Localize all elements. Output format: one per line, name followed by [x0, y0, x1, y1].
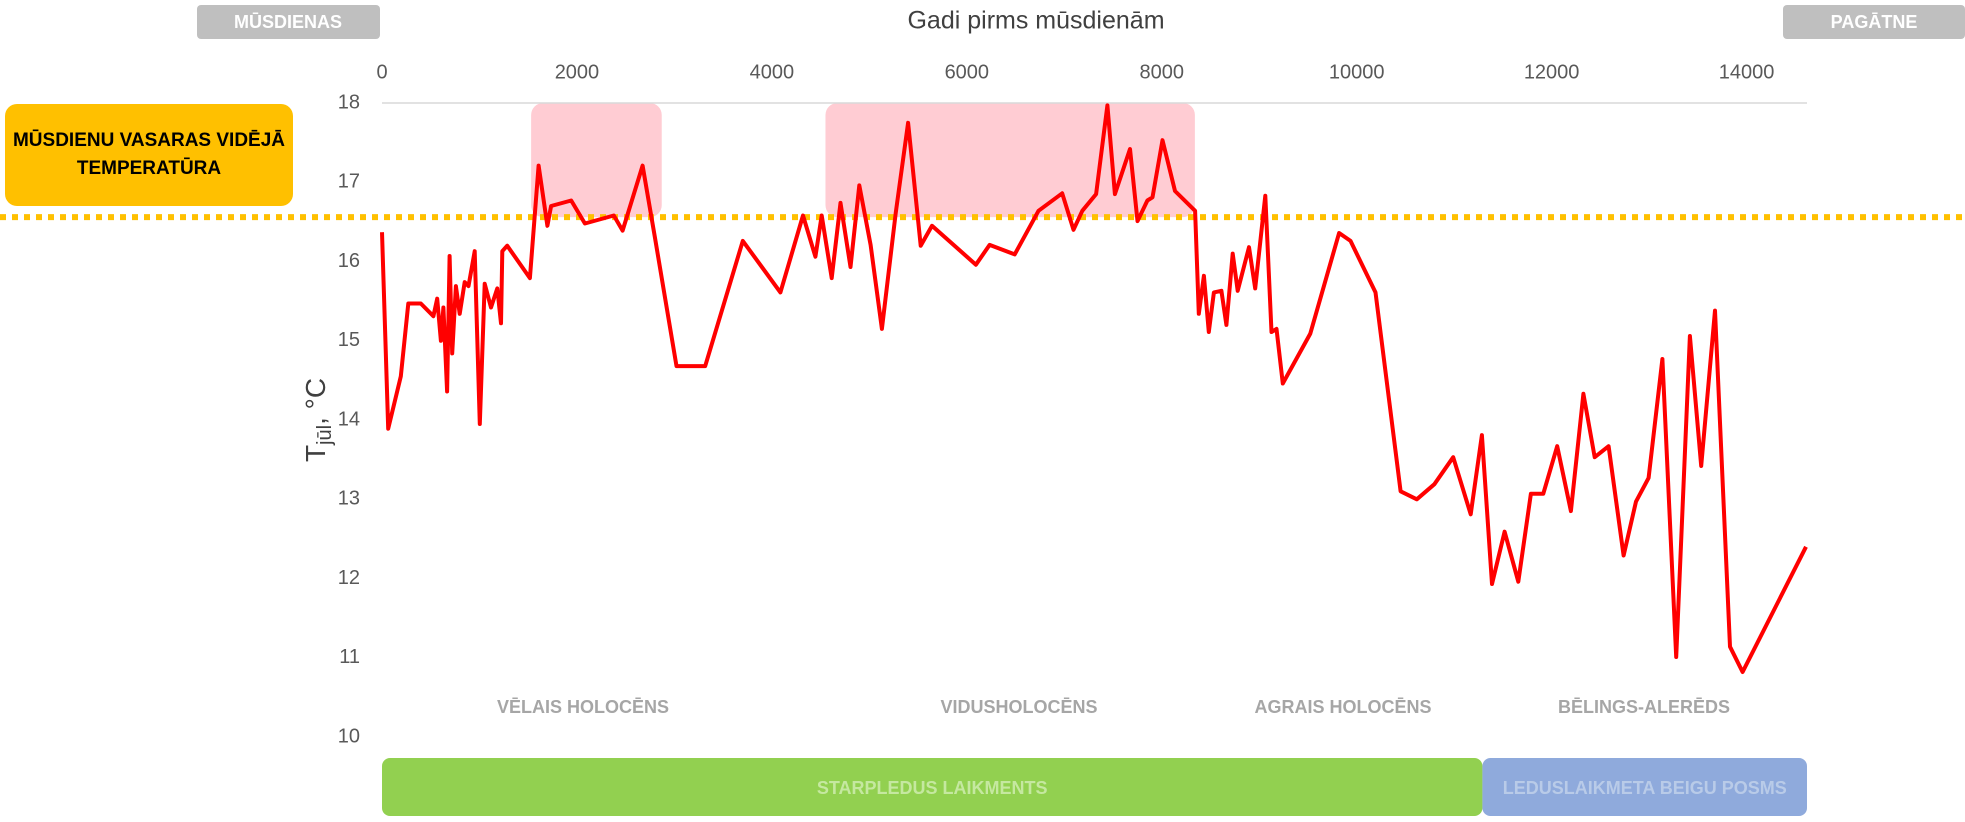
x-tick-label: 10000 [1329, 61, 1385, 83]
reference-label: MŪSDIENU VASARAS VIDĒJĀ TEMPERATŪRA [13, 130, 285, 179]
y-tick-label: 13 [338, 488, 360, 510]
x-tick-label: 14000 [1719, 61, 1775, 83]
era-bar [382, 758, 1483, 816]
x-tick-label: 8000 [1140, 61, 1185, 83]
x-tick-label: 2000 [555, 61, 600, 83]
y-axis-title-unit: , °C [300, 378, 331, 425]
reference-label-line: MŪSDIENU VASARAS VIDĒJĀ [13, 130, 285, 151]
y-tick-label: 17 [338, 171, 360, 193]
y-tick-label: 11 [339, 646, 360, 668]
y-tick-label: 15 [338, 329, 360, 351]
x-tick-label: 12000 [1524, 61, 1580, 83]
x-tick-label: 0 [376, 61, 387, 83]
period-label: VĒLAIS HOLOCĒNS [497, 697, 669, 717]
period-label: AGRAIS HOLOCĒNS [1254, 697, 1431, 717]
y-axis-title: Tjūl, °C [300, 378, 336, 462]
y-axis-title-sub: jūl [314, 425, 336, 446]
temperature-line [380, 103, 1808, 674]
present-button-label: MŪSDIENAS [234, 12, 342, 32]
highlight-region [531, 103, 662, 218]
reference-label-box [5, 104, 293, 206]
past-button-label: PAGĀTNE [1831, 12, 1918, 32]
x-tick-label: 4000 [750, 61, 795, 83]
x-axis-title: Gadi pirms mūsdienām [907, 7, 1164, 35]
past-button [1783, 5, 1965, 39]
y-axis-title-main: T [300, 445, 331, 462]
period-label: VIDUSHOLOCĒNS [940, 697, 1097, 717]
era-label: STARPLEDUS LAIKMENTS [817, 778, 1048, 798]
y-tick-label: 18 [338, 91, 360, 113]
y-tick-label: 14 [338, 408, 360, 430]
present-button [197, 5, 380, 39]
y-tick-label: 10 [338, 725, 360, 747]
y-tick-label: 12 [338, 567, 360, 589]
highlight-region [825, 103, 1195, 218]
x-tick-label: 6000 [945, 61, 990, 83]
y-tick-label: 16 [338, 250, 360, 272]
era-bar [1482, 758, 1807, 816]
reference-label-line: TEMPERATŪRA [77, 158, 222, 179]
period-label: BĒLINGS-ALERĒDS [1558, 697, 1730, 717]
era-label: LEDUSLAIKMETA BEIGU POSMS [1503, 778, 1787, 798]
